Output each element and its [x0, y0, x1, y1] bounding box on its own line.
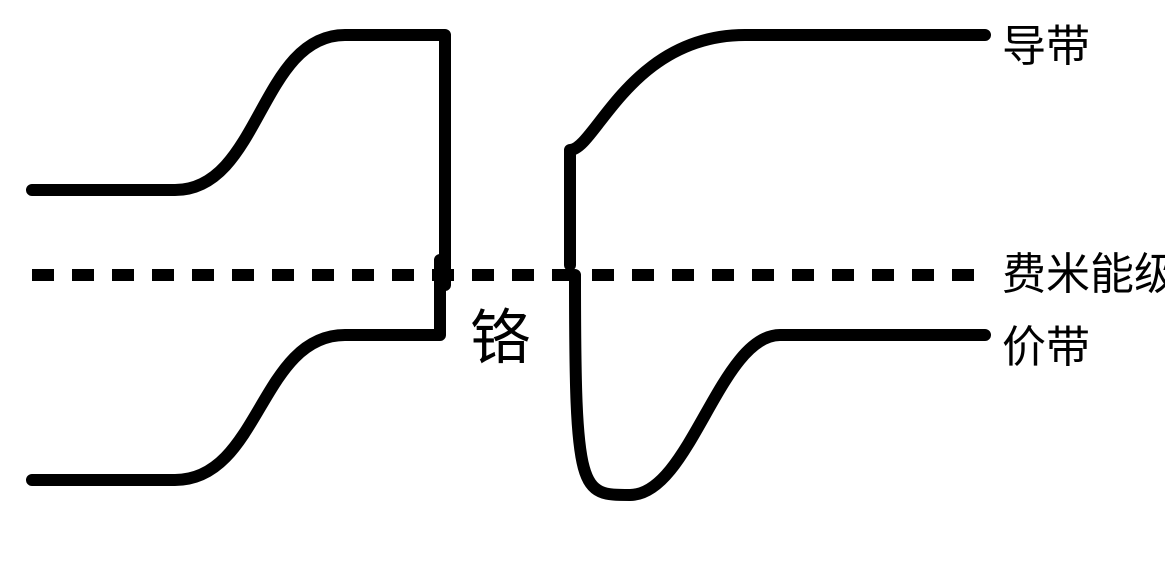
band-diagram-svg: [0, 0, 1165, 570]
label-conduction-band: 导带: [1002, 10, 1090, 74]
left-conduction-band: [32, 35, 445, 285]
right-valence-band: [575, 275, 985, 495]
right-conduction-band: [570, 35, 985, 265]
label-fermi-level: 费米能级: [1002, 238, 1165, 302]
left-valence-band: [32, 260, 440, 480]
label-center-metal: 铬: [470, 290, 530, 377]
label-valence-band: 价带: [1002, 311, 1090, 375]
